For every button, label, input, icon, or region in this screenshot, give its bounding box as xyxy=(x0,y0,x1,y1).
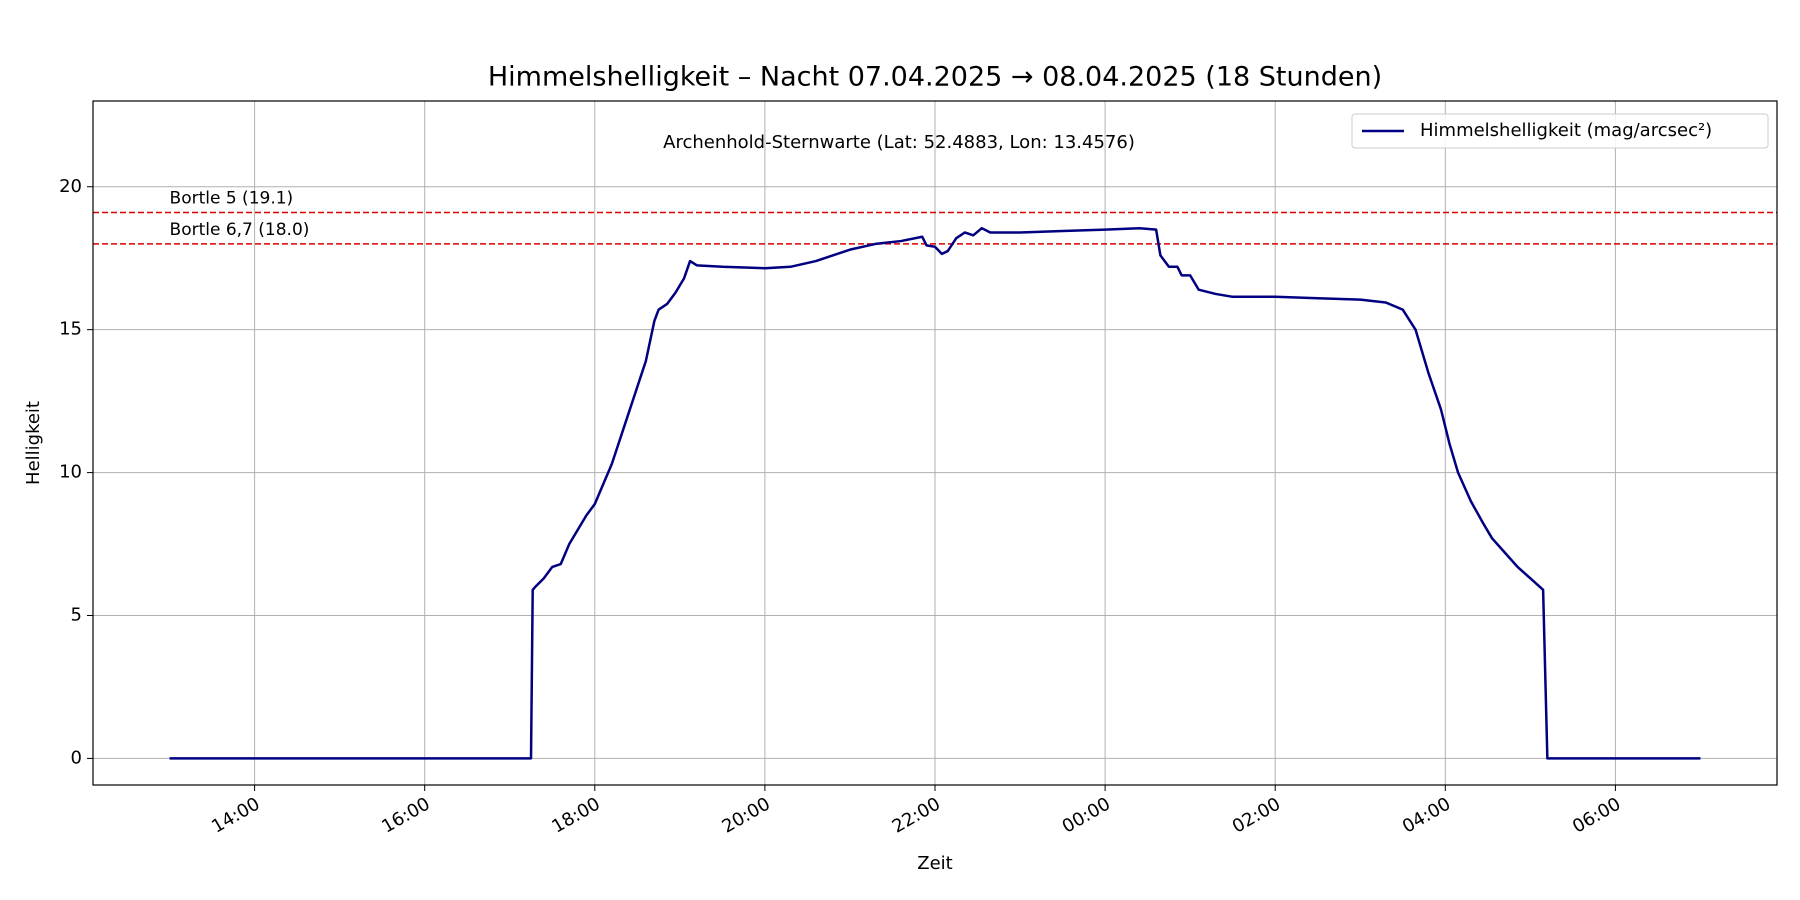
annotation: Archenhold-Sternwarte (Lat: 52.4883, Lon… xyxy=(663,132,1135,153)
x-tick-label: 18:00 xyxy=(548,793,603,837)
legend-box xyxy=(1351,113,1769,149)
legend-label: Himmelshelligkeit (mag/arcsec²) xyxy=(1420,120,1712,141)
y-tick-label: 10 xyxy=(59,462,82,483)
y-tick-label: 0 xyxy=(71,747,82,768)
y-tick-label: 20 xyxy=(59,176,82,197)
x-tick-label: 22:00 xyxy=(889,793,944,837)
x-tick-label: 20:00 xyxy=(718,793,773,837)
x-tick-label: 06:00 xyxy=(1569,793,1624,837)
reference-label: Bortle 5 (19.1) xyxy=(170,188,294,208)
y-tick-label: 5 xyxy=(71,605,82,626)
reference-label: Bortle 6,7 (18.0) xyxy=(170,220,310,240)
x-tick-label: 00:00 xyxy=(1059,793,1114,837)
x-tick-label: 02:00 xyxy=(1229,793,1284,837)
x-tick-label: 14:00 xyxy=(208,793,263,837)
y-axis-label: Helligkeit xyxy=(23,401,44,485)
x-axis-label: Zeit xyxy=(917,853,952,874)
chart-title: Himmelshelligkeit – Nacht 07.04.2025 → 0… xyxy=(488,62,1382,93)
y-tick-label: 15 xyxy=(59,319,82,340)
x-tick-label: 04:00 xyxy=(1399,793,1454,837)
x-tick-label: 16:00 xyxy=(378,793,433,837)
data-line xyxy=(169,226,1701,760)
plot-frame xyxy=(92,100,1778,786)
